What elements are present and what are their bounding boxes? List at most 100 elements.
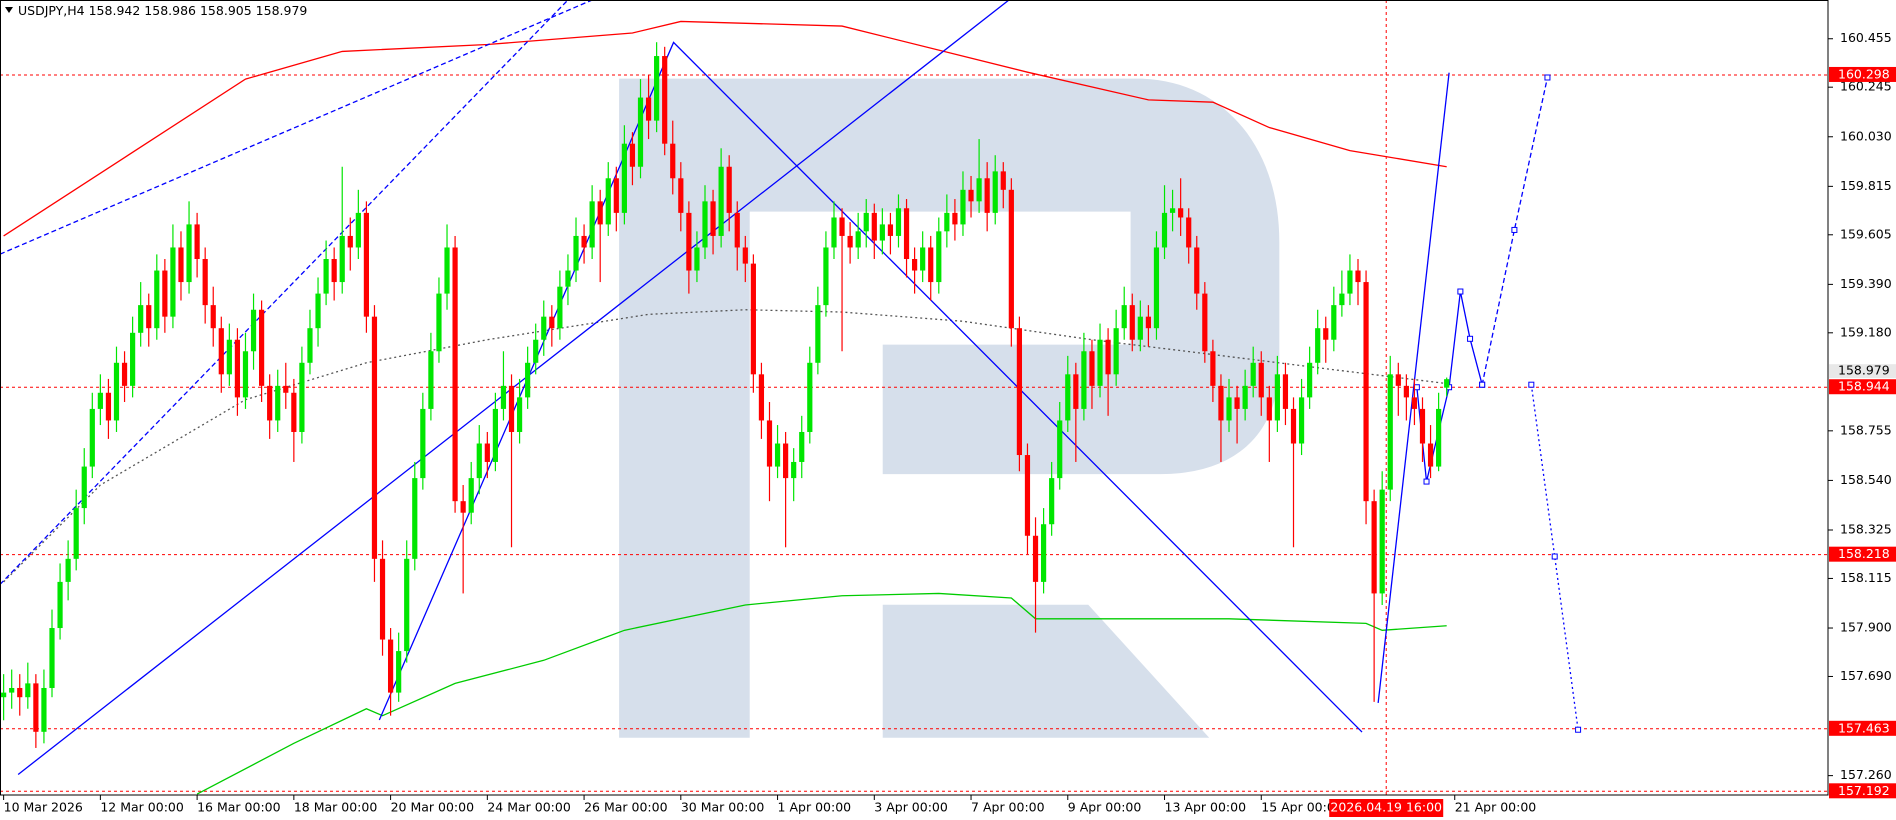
header-arrow (5, 7, 13, 13)
candle-body (1097, 339, 1103, 386)
y-tick-label: 159.605 (1840, 226, 1892, 241)
candle-body (113, 362, 120, 421)
candle-body (508, 385, 515, 432)
vline-label: 2026.04.19 16:00 (1330, 800, 1442, 815)
candle-body (1121, 305, 1127, 329)
candle-body (1218, 385, 1224, 421)
candle-body (992, 171, 998, 213)
candle-body (1105, 339, 1111, 375)
level-label: 158.944 (1838, 379, 1890, 394)
candle-body (783, 443, 789, 479)
candle-body (283, 385, 289, 393)
candle-body (549, 316, 555, 329)
candle-body (363, 212, 370, 317)
candle-body (1339, 293, 1345, 306)
candle-body (871, 212, 877, 241)
candle-body (242, 351, 249, 398)
axes: 160.455 160.245 160.030 159.815 159.605 159.3… (3, 30, 1896, 817)
forecast-point (1457, 288, 1464, 295)
x-tick-label: 21 Apr 00:00 (1455, 800, 1537, 815)
candle-body (121, 362, 128, 386)
candle-body (621, 143, 627, 213)
candle-body (1395, 374, 1401, 386)
candle-body (210, 305, 216, 329)
x-tick-label: 26 Mar 00:00 (584, 800, 668, 815)
candle-body (1323, 328, 1329, 340)
candle-body (1290, 408, 1297, 444)
y-tick-label: 160.030 (1840, 128, 1892, 143)
candle-body (565, 270, 571, 287)
candle-body (396, 651, 402, 693)
candle-body (371, 316, 378, 559)
forecast-point (1479, 381, 1486, 388)
y-tick-label: 158.540 (1840, 472, 1892, 487)
candle-body (557, 286, 563, 329)
x-tick-label: 30 Mar 00:00 (681, 800, 765, 815)
candle-body (1363, 282, 1369, 502)
candle-body (130, 332, 136, 386)
y-tick-label: 157.260 (1840, 767, 1892, 782)
level-label: 157.463 (1838, 720, 1890, 735)
candle-body (791, 461, 797, 479)
x-tick-label: 18 Mar 00:00 (294, 800, 378, 815)
candle-body (105, 392, 112, 421)
candle-body (1049, 478, 1055, 525)
candle-body (267, 385, 273, 421)
candle-body (589, 201, 595, 248)
candle-body (250, 309, 257, 352)
candle-body (1024, 455, 1031, 536)
candle-body (315, 293, 321, 329)
overlay-line (1481, 77, 1549, 385)
candle-body (895, 208, 902, 236)
close: 158.979 (256, 3, 308, 18)
candle-body (387, 639, 394, 693)
candle-body (686, 212, 692, 271)
candle-body (17, 687, 23, 698)
candle-body (146, 305, 152, 329)
logo-r-leg (882, 604, 1210, 738)
candle-body (984, 178, 990, 213)
candle-body (1186, 217, 1192, 248)
candle-body (823, 247, 829, 306)
candle-body (1403, 385, 1409, 398)
candle-body (379, 558, 386, 640)
candle-body (89, 408, 95, 467)
y-tick-label: 159.390 (1840, 276, 1892, 291)
overlay-line (196, 592, 1447, 795)
candle-body (581, 235, 587, 248)
overlay-line (3, 20, 1447, 237)
candle-body (726, 166, 732, 213)
candle-body (573, 235, 579, 271)
candle-body (613, 178, 619, 213)
candle-body (1129, 305, 1135, 340)
x-tick-label: 9 Apr 00:00 (1068, 800, 1142, 815)
x-tick-label: 12 Mar 00:00 (100, 800, 184, 815)
candle-body (9, 687, 15, 693)
candle-body (654, 56, 660, 121)
watermark-logo (619, 78, 1280, 738)
x-tick-label: 16 Mar 00:00 (197, 800, 281, 815)
candle-body (952, 212, 958, 225)
symbol: USDJPY,H4 (18, 3, 85, 18)
candle-body (516, 397, 523, 432)
candle-body (41, 687, 47, 732)
candle-body (847, 235, 853, 248)
level-label: 158.218 (1838, 546, 1890, 561)
candle-body (928, 247, 934, 283)
candle-body (879, 224, 885, 241)
price-label: 158.979 (1838, 363, 1890, 378)
candle-body (162, 270, 168, 317)
candle-body (1169, 208, 1176, 213)
candle-body (758, 374, 765, 421)
y-tick-label: 160.245 (1840, 79, 1892, 94)
candle-body (1202, 293, 1208, 352)
candle-body (1137, 316, 1143, 340)
candle-body (1161, 212, 1168, 248)
candle-body (678, 178, 684, 213)
y-tick-label: 160.455 (1840, 30, 1892, 45)
candle-body (291, 392, 297, 432)
candle-body (533, 339, 539, 363)
candle-body (1444, 379, 1450, 388)
candle-body (903, 208, 910, 260)
forecast-point (1467, 335, 1474, 342)
